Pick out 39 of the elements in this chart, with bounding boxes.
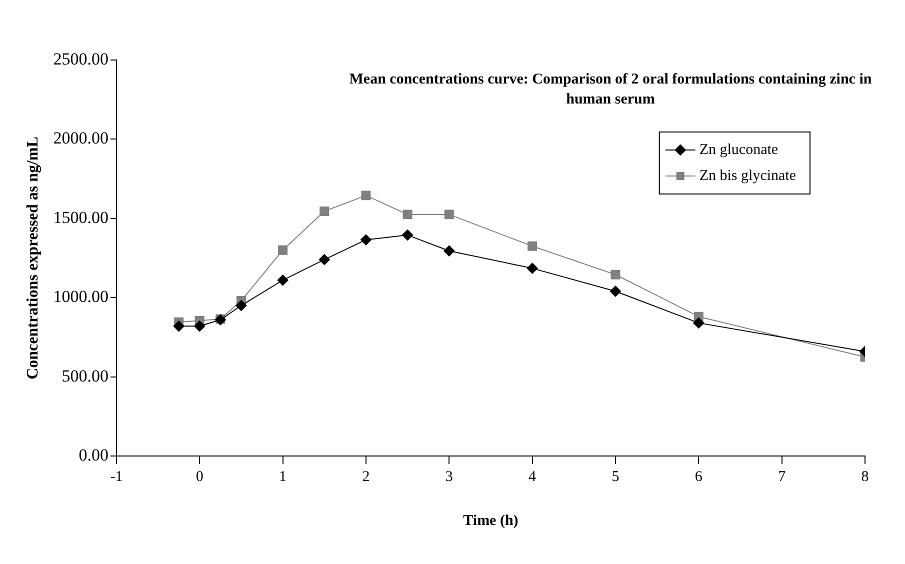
x-tick-label: 2: [362, 468, 370, 485]
point: [360, 234, 372, 246]
x-tick-label: 6: [694, 468, 703, 485]
point: [318, 254, 330, 266]
point: [610, 270, 620, 280]
point: [528, 241, 538, 251]
point: [444, 210, 454, 220]
y-tick-label: 1000.00: [53, 287, 108, 306]
point: [278, 245, 288, 255]
point: [320, 206, 330, 216]
x-tick-label: -1: [110, 468, 123, 485]
point: [236, 300, 247, 312]
y-tick-label: 2500.00: [53, 49, 108, 68]
x-axis-title: Time (h): [463, 512, 518, 529]
y-tick-label: 1500.00: [53, 208, 108, 227]
point: [402, 230, 414, 241]
point: [402, 210, 412, 220]
x-tick-label: 0: [196, 468, 204, 485]
point: [277, 274, 288, 286]
point: [361, 190, 371, 200]
x-tick-label: 1: [279, 468, 287, 485]
x-tick-label: 7: [778, 468, 786, 485]
legend-label: Zn bis glycinate: [699, 168, 796, 184]
x-tick-label: 3: [445, 468, 453, 485]
point: [610, 286, 621, 297]
y-tick-label: 2000.00: [53, 128, 108, 148]
x-tick-label: 5: [612, 468, 620, 485]
point: [194, 320, 206, 332]
y-tick-label: 500.00: [62, 366, 108, 386]
x-tick-label: 4: [528, 468, 537, 485]
y-tick-label: 0.00: [78, 445, 108, 464]
text: Mean concentrations curve: Comparison of 2 oral formulations containing zinc in human serum: [349, 71, 872, 108]
legend-label: Zn gluconate: [699, 142, 778, 158]
point: [693, 317, 704, 328]
point: [526, 262, 538, 274]
point: [444, 245, 455, 256]
y-axis-title: Concentrations expressed as ng/mL: [24, 136, 42, 380]
x-tick-label: 8: [861, 468, 869, 485]
point: [173, 320, 184, 332]
